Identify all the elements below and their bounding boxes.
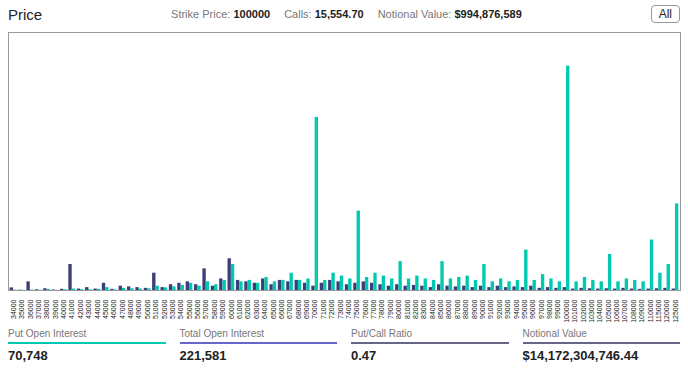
svg-text:53000: 53000 [169,299,176,319]
svg-text:69000: 69000 [303,299,310,319]
svg-text:67000: 67000 [286,299,293,319]
svg-text:125000: 125000 [672,299,679,322]
svg-text:54000: 54000 [177,299,184,319]
html-text:70,748: 70,748 [8,348,48,363]
svg-text:104000: 104000 [596,299,603,322]
svg-text:95000: 95000 [521,299,528,319]
svg-text:91000: 91000 [487,299,494,319]
svg-text:63000: 63000 [253,299,260,319]
svg-text:58000: 58000 [211,299,218,319]
svg-text:51000: 51000 [152,299,159,319]
html-text:Price: Price [8,5,43,23]
svg-text:80000: 80000 [395,299,402,319]
svg-text:62000: 62000 [244,299,251,319]
svg-text:77000: 77000 [370,299,377,319]
svg-text:50000: 50000 [144,299,151,319]
svg-text:71000: 71000 [320,299,327,319]
html-text:All: All [658,7,672,21]
svg-text:83000: 83000 [420,299,427,319]
svg-text:115000: 115000 [655,299,662,322]
svg-text:42000: 42000 [77,299,84,319]
svg-text:99000: 99000 [554,299,561,319]
svg-text:45000: 45000 [102,299,109,319]
svg-text:79000: 79000 [387,299,394,319]
svg-text:75000: 75000 [353,299,360,319]
svg-text:73000: 73000 [337,299,344,319]
svg-text:105000: 105000 [605,299,612,322]
svg-text:86000: 86000 [445,299,452,319]
svg-text:34000: 34000 [10,299,17,319]
svg-text:47000: 47000 [119,299,126,319]
svg-text:64000: 64000 [261,299,268,319]
svg-text:61000: 61000 [236,299,243,319]
svg-text:92000: 92000 [496,299,503,319]
svg-text:96000: 96000 [529,299,536,319]
svg-text:107000: 107000 [621,299,628,322]
html-text:Calls: 15,554.70: Calls: 15,554.70 [284,8,364,20]
svg-text:87000: 87000 [454,299,461,319]
svg-text:101000: 101000 [571,299,578,322]
html-text:221,581: 221,581 [179,348,227,363]
svg-text:36000: 36000 [27,299,34,319]
svg-text:38000: 38000 [43,299,50,319]
html-text:Strike Price: 100000: Strike Price: 100000 [171,8,271,20]
svg-text:88000: 88000 [462,299,469,319]
svg-text:55000: 55000 [186,299,193,319]
html-text:$14,172,304,746.44: $14,172,304,746.44 [522,348,639,363]
svg-text:109000: 109000 [638,299,645,322]
svg-text:103000: 103000 [588,299,595,322]
svg-text:84000: 84000 [429,299,436,319]
html-text:Total Open Interest: Total Open Interest [179,328,264,339]
svg-text:81000: 81000 [404,299,411,319]
svg-text:108000: 108000 [630,299,637,322]
svg-text:85000: 85000 [437,299,444,319]
html-text:Put Open Interest: Put Open Interest [8,328,87,339]
svg-text:41000: 41000 [68,299,75,319]
svg-text:100000: 100000 [563,299,570,322]
svg-text:46000: 46000 [110,299,117,319]
svg-text:43000: 43000 [85,299,92,319]
html-text:Notional Value: Notional Value [522,328,587,339]
svg-text:49000: 49000 [135,299,142,319]
svg-text:98000: 98000 [546,299,553,319]
svg-text:97000: 97000 [538,299,545,319]
html-text:0.47: 0.47 [351,348,377,363]
svg-text:70000: 70000 [311,299,318,319]
svg-text:59000: 59000 [219,299,226,319]
svg-text:106000: 106000 [613,299,620,322]
svg-text:65000: 65000 [270,299,277,319]
svg-text:78000: 78000 [378,299,385,319]
svg-text:57000: 57000 [202,299,209,319]
svg-text:40000: 40000 [60,299,67,319]
svg-text:48000: 48000 [127,299,134,319]
svg-text:74000: 74000 [345,299,352,319]
svg-text:60000: 60000 [228,299,235,319]
svg-text:120000: 120000 [663,299,670,322]
svg-text:56000: 56000 [194,299,201,319]
svg-text:72000: 72000 [328,299,335,319]
svg-text:37000: 37000 [35,299,42,319]
svg-text:52000: 52000 [161,299,168,319]
svg-text:89000: 89000 [471,299,478,319]
svg-text:68000: 68000 [295,299,302,319]
svg-text:66000: 66000 [278,299,285,319]
svg-text:110000: 110000 [647,299,654,322]
html-text:Notional Value: $994,876,589: Notional Value: $994,876,589 [377,8,522,20]
svg-text:76000: 76000 [362,299,369,319]
svg-text:90000: 90000 [479,299,486,319]
html-text:Put/Call Ratio: Put/Call Ratio [351,328,413,339]
svg-text:93000: 93000 [504,299,511,319]
svg-text:94000: 94000 [513,299,520,319]
svg-text:102000: 102000 [580,299,587,322]
svg-text:35000: 35000 [18,299,25,319]
svg-text:39000: 39000 [52,299,59,319]
svg-text:44000: 44000 [94,299,101,319]
svg-text:82000: 82000 [412,299,419,319]
